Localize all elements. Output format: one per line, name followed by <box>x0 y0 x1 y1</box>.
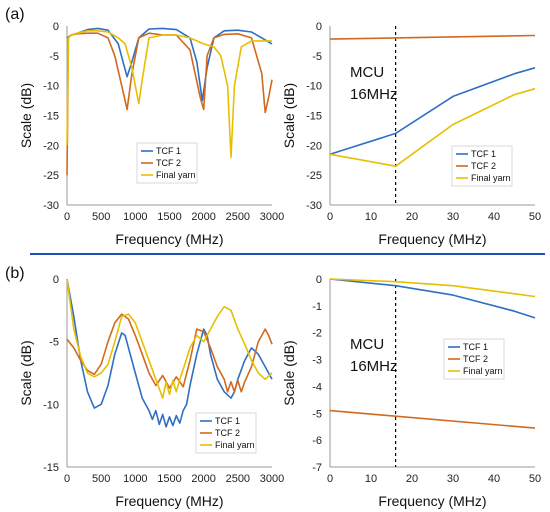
x-axis-label: Frequency (MHz) <box>115 493 223 509</box>
x-tick-label: 30 <box>447 211 459 223</box>
series-line-tcf-1 <box>329 67 536 156</box>
series-line-final-yarn <box>329 278 536 298</box>
series-line-tcf-1 <box>66 278 273 428</box>
y-tick-label: -20 <box>306 140 322 152</box>
y-tick-label: -5 <box>312 51 322 63</box>
annotation-text: MCU <box>350 64 384 81</box>
x-tick-label: 1500 <box>157 473 181 485</box>
y-tick-label: -25 <box>306 170 322 182</box>
chart-a_right: 0 -5 -10 -15 -20 -25 -30 0 10 20 30 40 50 Frequency (… <box>281 21 541 247</box>
x-tick-label: 20 <box>406 211 418 223</box>
x-axis-label: Frequency (MHz) <box>378 493 486 509</box>
annotation-text: 16MHz <box>350 358 398 375</box>
legend-entry: Final yarn <box>471 173 511 183</box>
y-axis-label: Scale (dB) <box>281 340 297 405</box>
y-tick-label: -20 <box>43 140 59 152</box>
x-axis-label: Frequency (MHz) <box>115 231 223 247</box>
x-tick-label: 0 <box>64 473 70 485</box>
x-tick-label: 500 <box>92 211 110 223</box>
y-tick-label: -2 <box>312 328 322 340</box>
legend-entry: TCF 1 <box>215 416 240 426</box>
y-tick-label: -15 <box>306 111 322 123</box>
y-tick-label: 0 <box>316 274 322 286</box>
x-tick-label: 0 <box>327 211 333 223</box>
y-axis-label: Scale (dB) <box>18 83 34 148</box>
y-tick-label: -10 <box>43 81 59 93</box>
legend-entry: TCF 2 <box>471 161 496 171</box>
series-line-final-yarn <box>66 29 272 159</box>
series-line-tcf-1 <box>329 278 536 319</box>
x-tick-label: 1000 <box>123 211 147 223</box>
legend-entry: Final yarn <box>156 170 196 180</box>
chart-b_right: 0 -1 -2 -3 -4 -5 -6 -7 0 10 20 30 40 50 Frequency (MHz… <box>281 274 541 509</box>
x-tick-label: 20 <box>406 473 418 485</box>
series-line-tcf-2 <box>66 313 273 393</box>
chart-a_left: 0 -5 -10 -15 -20 -25 -30 0 500 1000 1500 2000 2500 30… <box>18 21 284 247</box>
y-tick-label: -6 <box>312 435 322 447</box>
series-line-tcf-2 <box>329 409 536 429</box>
legend-entry: Final yarn <box>215 440 255 450</box>
x-tick-label: 0 <box>64 211 70 223</box>
x-tick-label: 1500 <box>157 211 181 223</box>
y-tick-label: -3 <box>312 355 322 367</box>
y-tick-label: -10 <box>306 81 322 93</box>
x-tick-label: 1000 <box>123 473 147 485</box>
y-tick-label: -10 <box>43 399 59 411</box>
annotation-text: MCU <box>350 336 384 353</box>
x-tick-label: 0 <box>327 473 333 485</box>
y-tick-label: -30 <box>43 200 59 212</box>
x-tick-label: 10 <box>365 473 377 485</box>
x-axis-label: Frequency (MHz) <box>378 231 486 247</box>
y-axis-label: Scale (dB) <box>18 340 34 405</box>
x-tick-label: 2000 <box>191 211 215 223</box>
legend-entry: TCF 1 <box>463 342 488 352</box>
legend-entry: Final yarn <box>463 366 503 376</box>
x-tick-label: 500 <box>92 473 110 485</box>
legend-entry: TCF 1 <box>471 149 496 159</box>
x-tick-label: 50 <box>529 473 541 485</box>
panel-label-b: (b) <box>5 265 25 282</box>
series-line-tcf-1 <box>66 27 273 102</box>
x-tick-label: 2500 <box>226 473 250 485</box>
x-tick-label: 30 <box>447 473 459 485</box>
panel-label-a: (a) <box>5 6 25 23</box>
y-tick-label: -30 <box>306 200 322 212</box>
annotation-text: 16MHz <box>350 86 398 103</box>
y-tick-label: -7 <box>312 462 322 474</box>
y-tick-label: -5 <box>312 408 322 420</box>
series-line-final-yarn <box>329 87 536 167</box>
x-tick-label: 3000 <box>260 473 284 485</box>
y-tick-label: -25 <box>43 170 59 182</box>
y-tick-label: 0 <box>53 274 59 286</box>
x-tick-label: 50 <box>529 211 541 223</box>
y-tick-label: 0 <box>316 21 322 33</box>
y-tick-label: -4 <box>312 381 322 393</box>
x-tick-label: 3000 <box>260 211 284 223</box>
legend-entry: TCF 2 <box>463 354 488 364</box>
legend-entry: TCF 1 <box>156 146 181 156</box>
y-tick-label: -15 <box>43 111 59 123</box>
y-tick-label: -15 <box>43 462 59 474</box>
x-tick-label: 40 <box>488 473 500 485</box>
y-tick-label: -5 <box>49 51 59 63</box>
x-tick-label: 40 <box>488 211 500 223</box>
y-tick-label: 0 <box>53 21 59 33</box>
x-tick-label: 2500 <box>226 211 250 223</box>
series-line-final-yarn <box>66 278 273 399</box>
chart-b_left: 0 -5 -10 -15 0 500 1000 1500 2000 2500 3000 Frequen… <box>18 274 284 509</box>
series-line-tcf-2 <box>329 34 536 40</box>
charts-container: 0-5-10-15-20-25-300 500 1000 1500 2000 2500 30… <box>18 21 541 509</box>
y-tick-label: -1 <box>312 301 322 313</box>
y-tick-label: -5 <box>49 337 59 349</box>
x-tick-label: 2000 <box>191 473 215 485</box>
legend-entry: TCF 2 <box>156 158 181 168</box>
legend-entry: TCF 2 <box>215 428 240 438</box>
y-axis-label: Scale (dB) <box>281 83 297 148</box>
x-tick-label: 10 <box>365 211 377 223</box>
